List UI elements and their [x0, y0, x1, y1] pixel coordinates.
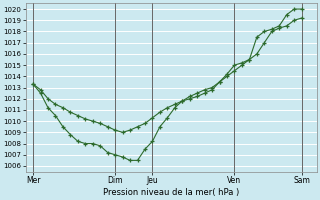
- X-axis label: Pression niveau de la mer( hPa ): Pression niveau de la mer( hPa ): [103, 188, 239, 197]
